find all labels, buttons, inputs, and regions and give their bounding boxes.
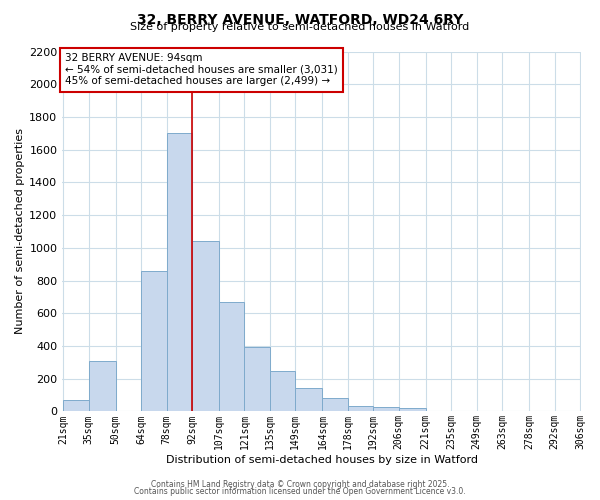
Text: Contains public sector information licensed under the Open Government Licence v3: Contains public sector information licen… — [134, 487, 466, 496]
Y-axis label: Number of semi-detached properties: Number of semi-detached properties — [15, 128, 25, 334]
Bar — [373, 408, 398, 412]
X-axis label: Distribution of semi-detached houses by size in Watford: Distribution of semi-detached houses by … — [166, 455, 478, 465]
Bar — [426, 410, 451, 412]
Text: 32 BERRY AVENUE: 94sqm
← 54% of semi-detached houses are smaller (3,031)
45% of : 32 BERRY AVENUE: 94sqm ← 54% of semi-det… — [65, 54, 338, 86]
Bar — [348, 406, 373, 411]
Text: 32, BERRY AVENUE, WATFORD, WD24 6RY: 32, BERRY AVENUE, WATFORD, WD24 6RY — [137, 12, 463, 26]
Text: Size of property relative to semi-detached houses in Watford: Size of property relative to semi-detach… — [130, 22, 470, 32]
Bar — [270, 372, 295, 412]
Bar — [295, 388, 322, 411]
Bar — [192, 242, 219, 412]
Bar — [63, 400, 89, 411]
Bar — [244, 347, 270, 412]
Text: Contains HM Land Registry data © Crown copyright and database right 2025.: Contains HM Land Registry data © Crown c… — [151, 480, 449, 489]
Bar — [141, 270, 167, 412]
Bar — [398, 408, 426, 412]
Bar — [219, 302, 244, 412]
Bar — [89, 360, 116, 412]
Bar — [322, 398, 348, 411]
Bar — [167, 134, 192, 411]
